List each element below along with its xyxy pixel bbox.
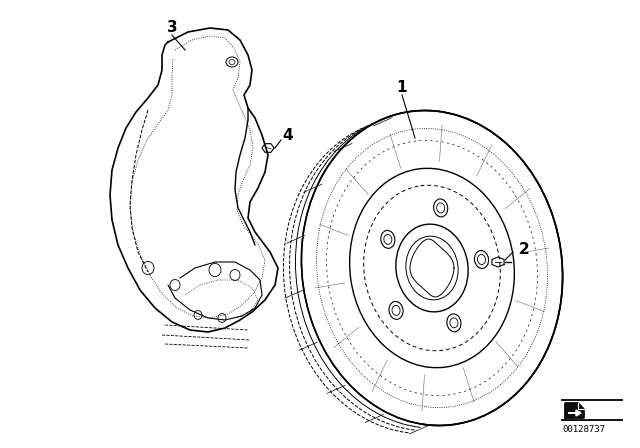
Text: 1: 1 <box>397 81 407 95</box>
Text: 2: 2 <box>518 242 529 258</box>
Polygon shape <box>565 403 584 418</box>
Text: 3: 3 <box>166 21 177 35</box>
Text: 00128737: 00128737 <box>562 426 605 435</box>
Polygon shape <box>568 410 581 416</box>
Text: 4: 4 <box>283 128 293 142</box>
